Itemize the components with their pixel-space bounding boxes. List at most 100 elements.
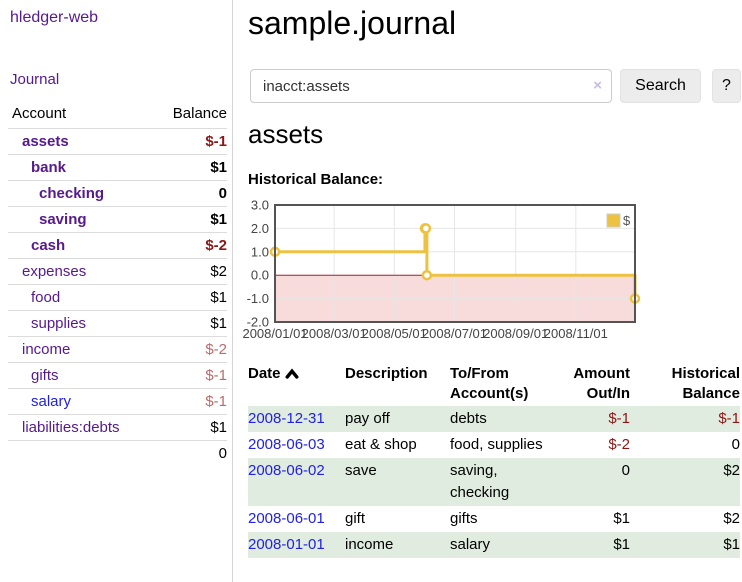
account-row: cash $-2 xyxy=(8,232,227,259)
account-balance: $2 xyxy=(155,258,227,285)
register-row: 2008-12-31 pay off debts $-1 $-1 xyxy=(248,406,740,432)
transaction-date-link[interactable]: 2008-06-03 xyxy=(248,436,325,453)
account-balance: $1 xyxy=(155,206,227,233)
register-date-cell: 2008-06-03 xyxy=(248,432,345,458)
search-button[interactable]: Search xyxy=(620,69,701,103)
account-balance: $-1 xyxy=(155,388,227,415)
register-header-date[interactable]: Date xyxy=(248,362,345,406)
register-accounts-cell: food, supplies xyxy=(450,436,543,453)
account-balance: $-2 xyxy=(155,336,227,363)
register-balance-cell: $2 xyxy=(723,510,740,527)
sidebar-account-link[interactable]: saving xyxy=(39,211,87,228)
accounts-header-account: Account xyxy=(8,102,156,129)
account-row: gifts $-1 xyxy=(8,362,227,389)
register-date-cell: 2008-01-01 xyxy=(248,532,345,558)
account-row: assets $-1 xyxy=(8,128,227,155)
register-header-amount[interactable]: Amount Out/In xyxy=(573,365,630,402)
register-amount-cell: $-1 xyxy=(608,410,630,427)
sidebar-account-link[interactable]: supplies xyxy=(31,315,87,332)
transaction-date-link[interactable]: 2008-12-31 xyxy=(248,410,325,427)
register-balance-cell: $1 xyxy=(723,536,740,553)
account-balance: $1 xyxy=(155,414,227,441)
register-row: 2008-06-03 eat & shop food, supplies $-2 0 xyxy=(248,432,740,458)
register-accounts-cell: gifts xyxy=(450,510,478,527)
svg-text:2008/05/01: 2008/05/01 xyxy=(362,326,427,341)
transaction-date-link[interactable]: 2008-01-01 xyxy=(248,536,325,553)
page-title: sample.journal xyxy=(248,5,457,41)
register-header-description[interactable]: Description xyxy=(345,365,428,382)
clear-search-icon[interactable]: × xyxy=(593,77,602,94)
register-date-cell: 2008-06-01 xyxy=(248,506,345,532)
main-content: sample.journal × Search ? assets Histori… xyxy=(233,0,742,582)
accounts-total-value: 0 xyxy=(155,440,227,466)
account-balance: $1 xyxy=(155,284,227,311)
account-row: saving $1 xyxy=(8,206,227,233)
register-amount-cell: $1 xyxy=(613,536,630,553)
register-description-cell: income xyxy=(345,536,394,553)
transaction-date-link[interactable]: 2008-06-02 xyxy=(248,462,325,479)
sidebar-account-link[interactable]: gifts xyxy=(31,367,59,384)
sidebar-account-link[interactable]: checking xyxy=(39,185,105,202)
svg-text:$: $ xyxy=(623,213,631,228)
account-row: food $1 xyxy=(8,284,227,311)
svg-text:2008/03/01: 2008/03/01 xyxy=(302,326,367,341)
svg-text:-2.0: -2.0 xyxy=(247,315,269,330)
sidebar-account-link[interactable]: expenses xyxy=(22,263,87,280)
register-description-cell: pay off xyxy=(345,410,390,427)
sidebar-item-journal[interactable]: Journal xyxy=(10,71,60,88)
register-date-cell: 2008-12-31 xyxy=(248,406,345,432)
register-description-cell: eat & shop xyxy=(345,436,417,453)
svg-text:2008/07/01: 2008/07/01 xyxy=(422,326,487,341)
sidebar-account-link[interactable]: salary xyxy=(31,393,72,410)
register-row: 2008-01-01 income salary $1 $1 xyxy=(248,532,740,558)
register-amount-cell: $1 xyxy=(613,510,630,527)
account-balance: $-1 xyxy=(155,362,227,389)
register-description-cell: save xyxy=(345,462,377,479)
help-button[interactable]: ? xyxy=(712,69,741,103)
search-box: × xyxy=(250,69,612,103)
sidebar: hledger-web Journal Account Balance asse… xyxy=(0,0,233,582)
accounts-total-spacer xyxy=(8,440,156,466)
account-row: liabilities:debts $1 xyxy=(8,414,227,441)
account-balance: 0 xyxy=(155,180,227,207)
search-input[interactable] xyxy=(250,69,612,103)
accounts-header-row: Account Balance xyxy=(8,102,227,129)
register-description-cell: gift xyxy=(345,510,366,527)
account-row: income $-2 xyxy=(8,336,227,363)
register-amount-cell: $-2 xyxy=(608,436,630,453)
register-row: 2008-06-02 save saving, checking 0 $2 xyxy=(248,458,740,506)
register-accounts-cell: debts xyxy=(450,410,487,427)
account-balance: $1 xyxy=(155,310,227,337)
chart-canvas: 3.0 2.0 1.0 0.0 -1.0 -2.02008/01/012008/03/01… xyxy=(242,198,641,341)
sidebar-account-link[interactable]: assets xyxy=(22,133,69,150)
sidebar-account-link[interactable]: food xyxy=(31,289,61,306)
account-row: checking 0 xyxy=(8,180,227,207)
sidebar-account-link[interactable]: liabilities:debts xyxy=(22,419,120,436)
sort-ascending-icon xyxy=(285,368,299,379)
accounts-header-balance: Balance xyxy=(155,102,227,129)
register-header-balance[interactable]: Historical Balance xyxy=(671,365,740,402)
sidebar-account-link[interactable]: cash xyxy=(31,237,66,254)
svg-text:2008/01/01: 2008/01/01 xyxy=(242,326,307,341)
svg-text:2008/09/01: 2008/09/01 xyxy=(483,326,548,341)
sidebar-account-link[interactable]: bank xyxy=(31,159,67,176)
account-page-title: assets xyxy=(248,119,324,149)
register-balance-cell: $-1 xyxy=(718,410,740,427)
register-header-account[interactable]: To/From Account(s) xyxy=(450,365,529,402)
chart-label: Historical Balance: xyxy=(248,171,384,188)
register-accounts-cell: salary xyxy=(450,536,491,553)
svg-text:-1.0: -1.0 xyxy=(247,291,269,306)
transaction-date-link[interactable]: 2008-06-01 xyxy=(248,510,325,527)
svg-text:0.0: 0.0 xyxy=(251,268,269,283)
accounts-table: Account Balance assets $-1 bank $1 checking 0… xyxy=(8,102,227,466)
register-balance-cell: $2 xyxy=(723,462,740,479)
register-header-row: Date Description To/From Account(s) Amou… xyxy=(248,362,740,406)
register-amount-cell: 0 xyxy=(621,462,630,479)
svg-text:3.0: 3.0 xyxy=(251,198,269,213)
account-row: salary $-1 xyxy=(8,388,227,415)
svg-text:2008/11/01: 2008/11/01 xyxy=(544,326,608,341)
sidebar-account-link[interactable]: income xyxy=(22,341,71,358)
register-table: Date Description To/From Account(s) Amou… xyxy=(248,362,740,558)
app-title-link[interactable]: hledger-web xyxy=(10,9,99,26)
svg-text:2.0: 2.0 xyxy=(251,221,269,236)
